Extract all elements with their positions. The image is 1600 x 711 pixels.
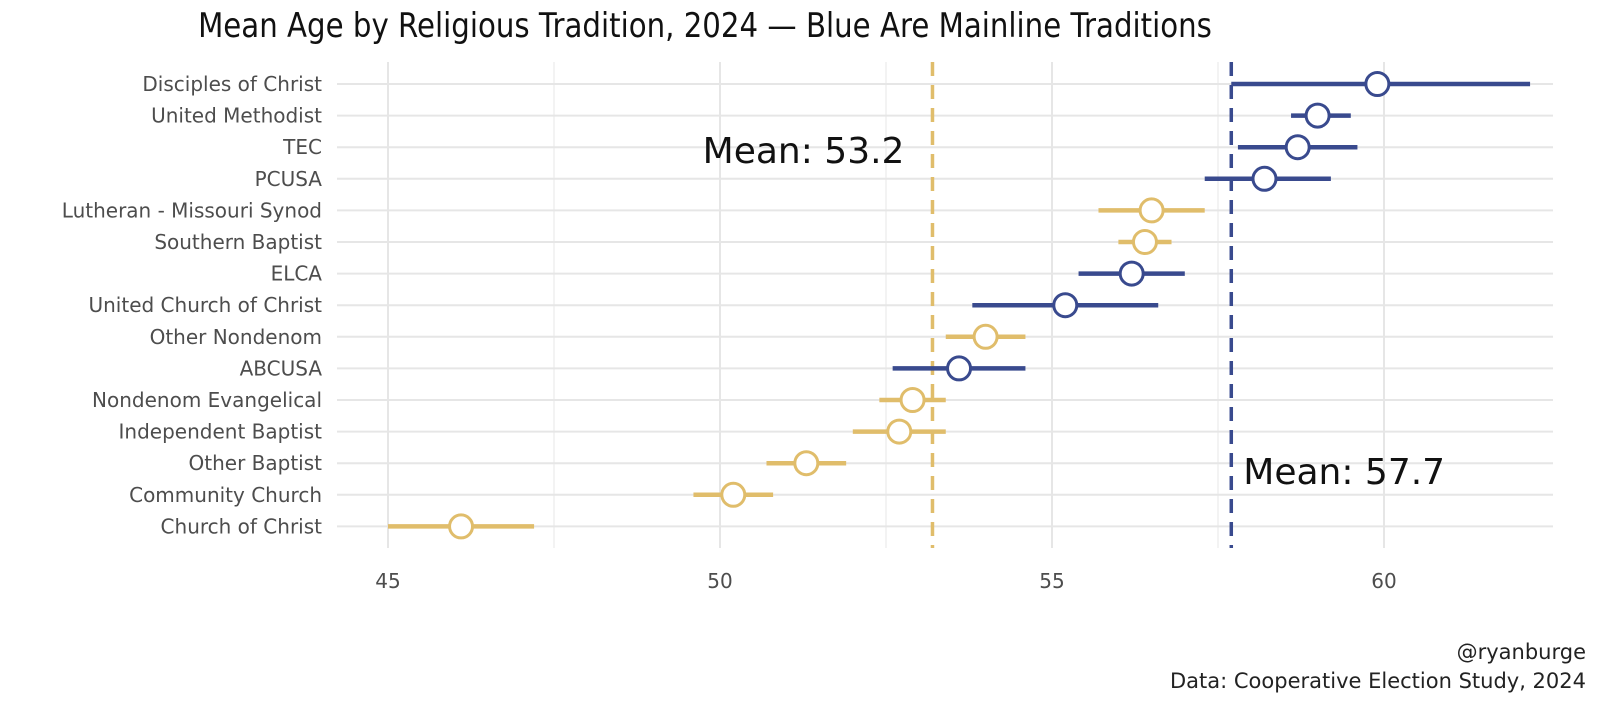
mean-point [1304,102,1331,129]
category-label: ELCA [271,262,323,286]
category-label: Disciples of Christ [142,72,322,96]
mean-point [793,450,820,477]
mean-point [1284,134,1311,161]
category-label: Community Church [129,483,322,507]
category-labels: Disciples of Christ United Methodist TEC PC… [62,72,323,538]
x-tick-label: 45 [375,569,400,593]
mean-point [720,481,747,508]
category-label: Independent Baptist [119,420,323,444]
mean-point [886,418,913,445]
mean-point [1131,229,1158,255]
mean-points [448,71,1391,540]
category-label: Other Baptist [189,451,323,475]
mean-point [1118,260,1145,287]
mean-point [1364,71,1391,97]
category-label: Church of Christ [161,514,323,538]
grid-lines [337,62,1553,548]
x-tick-label: 55 [1039,569,1064,593]
category-label: Lutheran - Missouri Synod [62,198,322,222]
x-tick-label: 50 [707,569,732,593]
x-tick-label: 60 [1371,569,1396,593]
category-label: ABCUSA [240,356,323,380]
mean-point [899,387,926,413]
category-label: TEC [282,135,322,159]
category-label: PCUSA [255,167,323,191]
mean-point [946,355,973,382]
mean-point [972,323,999,350]
reference-lines [930,62,1234,548]
reference-labels: Mean: 53.2 Mean: 57.7 [703,131,1445,493]
mean-point [448,513,475,540]
source-text: Data: Cooperative Election Study, 2024 [1170,669,1586,693]
mean-point [1138,197,1165,224]
chart-title: Mean Age by Religious Tradition, 2024 — … [198,6,1212,46]
category-label: United Methodist [151,104,322,128]
category-label: United Church of Christ [88,293,322,317]
mean-point [1052,292,1079,319]
category-label: Nondenom Evangelical [92,388,322,412]
category-label: Other Nondenom [150,325,322,349]
mean-point [1251,165,1278,192]
dot-plot: Disciples of Christ United Methodist TEC PC… [62,62,1553,593]
category-label: Southern Baptist [154,230,322,254]
x-tick-labels: 45 50 55 60 [375,569,1396,593]
reference-label: Mean: 57.7 [1243,452,1445,493]
credit-text: @ryanburge [1456,640,1586,664]
reference-label: Mean: 53.2 [703,131,905,172]
